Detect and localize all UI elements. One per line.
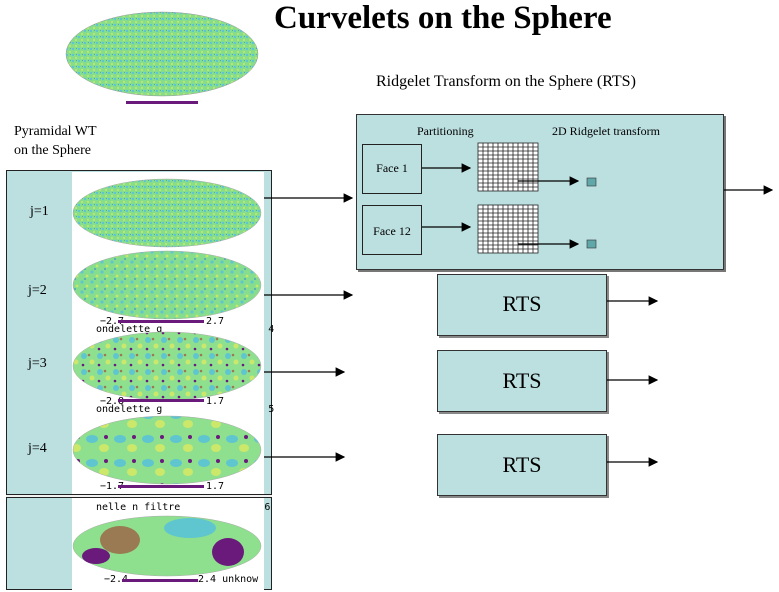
pwt-heading-line1: Pyramidal WT	[14, 124, 97, 139]
map-caption-j3-idx: 5	[268, 404, 275, 415]
map-caption-j3: ondelette g 5	[96, 404, 274, 415]
colorbar-min-j3: −2.8	[100, 396, 125, 407]
map-caption-j2: ondelette g 4	[96, 324, 274, 335]
map-caption-coarse: nelle n filtre 6	[96, 502, 270, 513]
colorbar-j3	[118, 399, 204, 402]
colorbar-max-j4: 1.7	[206, 481, 225, 492]
ridgelet-coef-1	[586, 177, 597, 187]
scale-label-j4: j=4	[28, 441, 47, 456]
ridgelet-label: 2D Ridgelet transform	[552, 124, 660, 138]
colorbar-j2	[118, 320, 204, 323]
scale-label-j1: j=1	[30, 204, 49, 219]
page-title: Curvelets on the Sphere	[274, 0, 612, 36]
map-j2	[72, 250, 262, 320]
map-caption-coarse-idx: 6	[264, 502, 271, 513]
scale-label-j2: j=2	[28, 283, 47, 298]
map-caption-j2-text: ondelette g	[96, 324, 163, 335]
map-caption-j3-text: ondelette g	[96, 404, 163, 415]
colorbar-max-j2: 2.7	[206, 316, 225, 327]
face-1-box: Face 1	[362, 144, 422, 194]
partition-grid-1	[477, 142, 539, 192]
colorbar-min-j4: −1.7	[100, 481, 125, 492]
colorbar-max-j3: 1.7	[206, 396, 225, 407]
rts-heading: Ridgelet Transform on the Sphere (RTS)	[376, 73, 636, 90]
rts-block-j4: RTS	[437, 434, 607, 496]
rts-block-j2: RTS	[437, 274, 607, 336]
ridgelet-coef-12	[586, 239, 597, 249]
scale-label-j3: j=3	[28, 356, 47, 371]
map-j4	[72, 415, 262, 485]
pwt-heading: Pyramidal WT on the Sphere	[14, 122, 97, 160]
partition-grid-12	[477, 204, 539, 254]
map-coarse	[72, 515, 262, 582]
face-12-box: Face 12	[362, 205, 422, 255]
map-caption-coarse-text: nelle n filtre	[96, 502, 181, 513]
map-caption-j2-idx: 4	[268, 324, 275, 335]
colorbar-min-j2: −2.7	[100, 316, 125, 327]
colorbar-max-coarse: 2.4 unknow	[198, 574, 259, 585]
rts-block-j3: RTS	[437, 350, 607, 412]
map-j3	[72, 331, 262, 401]
overview-map	[65, 11, 259, 104]
pwt-heading-line2: on the Sphere	[14, 143, 91, 158]
colorbar-min-coarse: −2.4	[104, 574, 129, 585]
panel-divider	[6, 494, 272, 498]
colorbar-j4	[118, 485, 204, 488]
partitioning-label: Partitioning	[417, 124, 474, 138]
map-j1	[72, 178, 262, 248]
